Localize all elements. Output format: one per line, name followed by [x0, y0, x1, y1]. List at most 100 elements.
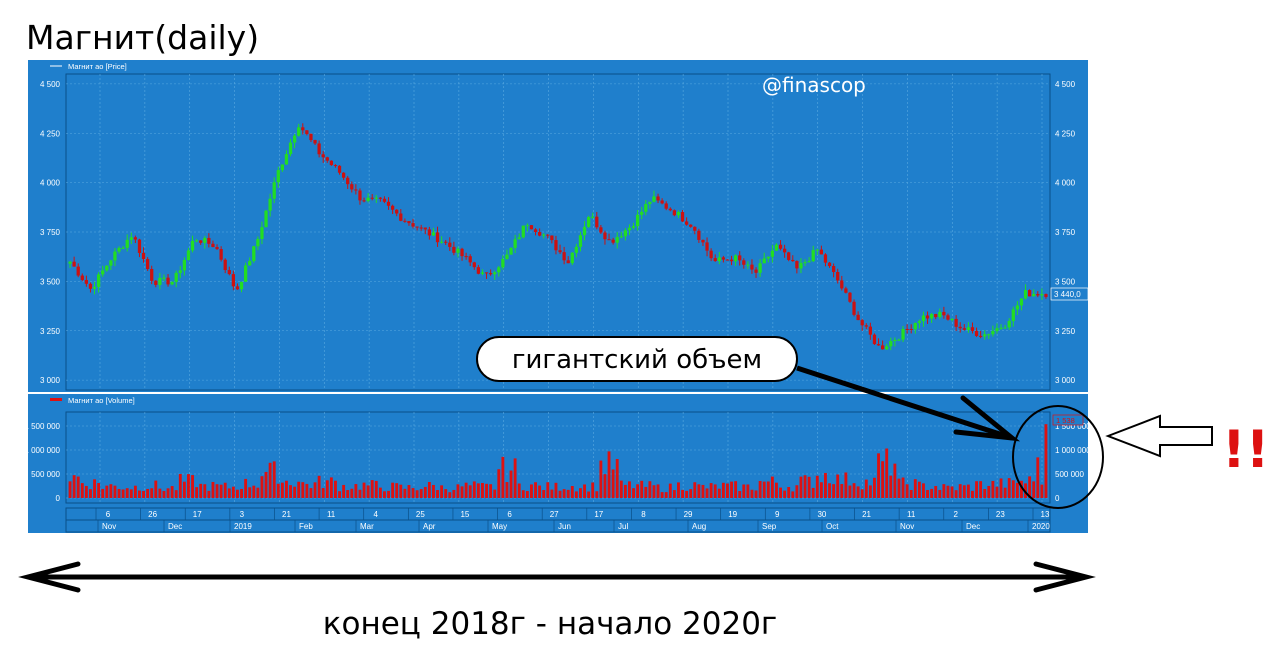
price-candle: [925, 315, 930, 319]
volume-bar: [436, 490, 439, 498]
price-candle: [615, 237, 619, 243]
price-candle: [280, 164, 285, 171]
volume-bar: [840, 484, 844, 498]
volume-bar: [934, 485, 938, 498]
price-candle: [717, 257, 721, 262]
volume-bar: [926, 489, 929, 498]
price-candle: [546, 234, 550, 236]
price-tick-label: 3 000: [40, 376, 61, 385]
volume-bar: [619, 480, 623, 498]
volume-bar: [836, 474, 840, 498]
price-candle: [203, 237, 207, 243]
price-candle: [954, 318, 958, 327]
volume-bar: [721, 482, 725, 498]
volume-bar: [334, 480, 337, 498]
volume-bar: [256, 487, 260, 498]
price-candle: [92, 286, 97, 289]
price-candle: [362, 200, 366, 202]
price-candle: [358, 190, 362, 201]
volume-bar: [125, 488, 129, 498]
volume-bar: [693, 482, 697, 498]
time-month-label: Oct: [826, 522, 839, 531]
price-tick-label: 4 500: [1055, 80, 1076, 89]
volume-tick-label: 500 000: [1055, 470, 1084, 479]
time-month-label: Nov: [900, 522, 914, 531]
price-tick-label: 4 250: [1055, 129, 1076, 138]
volume-bar: [913, 479, 917, 498]
price-candle: [978, 335, 983, 337]
volume-bar: [448, 492, 452, 498]
volume-bar: [427, 482, 431, 498]
price-candle: [186, 250, 191, 261]
time-day-label: 6: [106, 510, 111, 519]
price-tick-label: 3 250: [1055, 327, 1076, 336]
price-candle: [390, 205, 395, 210]
volume-bar: [579, 488, 582, 498]
price-candle: [917, 321, 922, 324]
volume-bar: [758, 480, 762, 498]
price-candle: [493, 272, 497, 275]
volume-bar: [178, 473, 182, 498]
price-candle: [268, 198, 272, 211]
volume-bar: [962, 485, 966, 498]
price-tick-label: 3 750: [40, 228, 61, 237]
price-candle: [1027, 290, 1032, 297]
price-candle: [693, 226, 697, 231]
price-candle: [117, 247, 121, 252]
price-candle: [1032, 293, 1036, 297]
time-day-label: 2: [954, 510, 959, 519]
price-candle: [1019, 298, 1024, 306]
price-legend: Магнит ао [Price]: [68, 62, 127, 71]
volume-bar: [378, 487, 382, 498]
price-candle: [554, 240, 558, 251]
volume-bar: [268, 462, 272, 498]
volume-bar: [346, 490, 350, 498]
period-arrow-left: [18, 561, 81, 593]
price-candle: [346, 177, 350, 185]
price-candle: [68, 261, 72, 264]
price-candle: [856, 314, 860, 321]
price-candle: [505, 254, 509, 260]
volume-bar: [505, 482, 509, 498]
price-tick-label: 3 250: [40, 327, 61, 336]
volume-bar: [701, 484, 705, 498]
time-day-label: 21: [862, 510, 871, 519]
price-candle: [333, 165, 338, 167]
volume-bar: [142, 491, 145, 498]
price-candle: [599, 227, 603, 233]
volume-bar: [440, 485, 444, 498]
time-day-label: 8: [641, 510, 646, 519]
price-candle: [480, 272, 485, 274]
price-candle: [374, 197, 378, 199]
price-candle: [848, 292, 852, 302]
price-tick-label: 3 750: [1055, 228, 1076, 237]
volume-bar: [979, 481, 983, 498]
volume-bar: [444, 489, 448, 498]
price-candle: [742, 260, 746, 265]
price-candle: [578, 235, 583, 247]
price-candle: [623, 230, 628, 237]
price-candle: [415, 226, 419, 228]
price-candle: [395, 209, 399, 214]
volume-bar: [958, 484, 962, 498]
volume-bar: [174, 490, 178, 498]
price-candle: [550, 235, 554, 241]
price-candle: [558, 250, 562, 253]
volume-bar: [803, 475, 807, 498]
volume-bar: [946, 485, 950, 498]
volume-bar: [897, 478, 901, 498]
volume-bar: [105, 485, 109, 498]
volume-bar: [779, 487, 782, 498]
price-candle: [101, 270, 105, 275]
volume-bar: [84, 485, 88, 498]
volume-bar: [109, 484, 113, 498]
price-candle: [243, 265, 248, 282]
price-candle: [88, 283, 93, 289]
price-candle: [974, 330, 979, 336]
price-candle: [231, 274, 236, 287]
price-candle: [199, 240, 203, 243]
volume-bar: [787, 486, 791, 498]
time-day-label: 3: [240, 510, 245, 519]
volume-bar: [293, 486, 297, 498]
time-month-label: Sep: [762, 522, 777, 531]
